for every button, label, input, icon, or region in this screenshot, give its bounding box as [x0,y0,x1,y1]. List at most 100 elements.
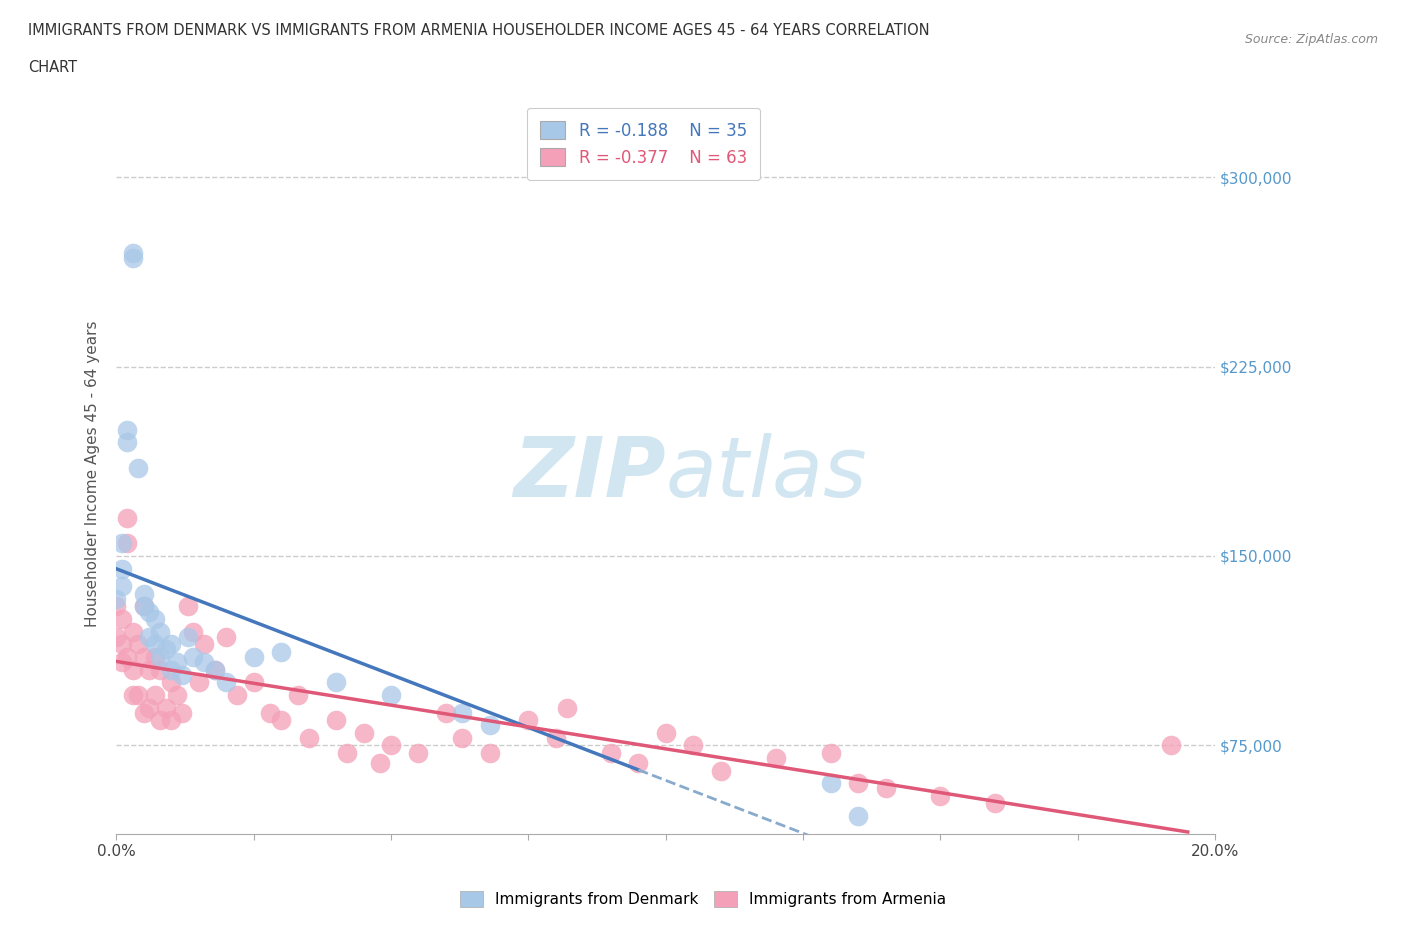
Text: IMMIGRANTS FROM DENMARK VS IMMIGRANTS FROM ARMENIA HOUSEHOLDER INCOME AGES 45 - : IMMIGRANTS FROM DENMARK VS IMMIGRANTS FR… [28,23,929,38]
Point [105,630,128,644]
Point [204,662,226,677]
Point [143,687,166,702]
Point [193,655,215,670]
Point [846,809,869,824]
Point [155,642,177,657]
Point [143,637,166,652]
Point [353,725,375,740]
Point [166,687,188,702]
Point [160,675,183,690]
Text: Source: ZipAtlas.com: Source: ZipAtlas.com [1244,33,1378,46]
Text: atlas: atlas [666,433,868,514]
Point [111,536,134,551]
Point [132,649,155,664]
Point [172,667,194,682]
Point [215,675,238,690]
Point [117,649,139,664]
Point [820,746,842,761]
Point [149,712,172,727]
Point [451,730,474,745]
Point [111,655,134,670]
Point [121,662,143,677]
Point [451,705,474,720]
Point [682,737,704,752]
Point [555,700,578,715]
Point [517,712,540,727]
Point [143,649,166,664]
Point [138,604,160,619]
Point [105,599,128,614]
Point [177,630,200,644]
Point [117,422,139,437]
Point [127,687,149,702]
Point [984,796,1007,811]
Point [368,756,391,771]
Y-axis label: Householder Income Ages 45 - 64 years: Householder Income Ages 45 - 64 years [86,321,100,627]
Point [297,730,319,745]
Point [111,637,134,652]
Point [127,637,149,652]
Point [929,789,952,804]
Point [270,712,292,727]
Point [765,751,787,765]
Point [380,687,402,702]
Point [325,712,347,727]
Point [336,746,359,761]
Point [160,662,183,677]
Point [166,655,188,670]
Point [132,587,155,602]
Point [155,700,177,715]
Point [181,624,204,639]
Point [117,511,139,525]
Point [242,675,264,690]
Point [544,730,567,745]
Point [287,687,309,702]
Point [846,776,869,790]
Point [1160,737,1182,752]
Point [380,737,402,752]
Point [117,435,139,450]
Text: ZIP: ZIP [513,433,666,514]
Point [111,561,134,576]
Point [599,746,621,761]
Point [160,637,183,652]
Legend: R = -0.188    N = 35, R = -0.377    N = 63: R = -0.188 N = 35, R = -0.377 N = 63 [527,108,761,180]
Point [138,630,160,644]
Point [820,776,842,790]
Point [193,637,215,652]
Point [138,662,160,677]
Point [434,705,457,720]
Point [143,612,166,627]
Point [160,712,183,727]
Point [204,662,226,677]
Point [132,599,155,614]
Legend: Immigrants from Denmark, Immigrants from Armenia: Immigrants from Denmark, Immigrants from… [454,884,952,913]
Point [408,746,430,761]
Point [121,246,143,260]
Point [187,675,209,690]
Point [105,591,128,606]
Point [111,612,134,627]
Point [127,460,149,475]
Point [132,599,155,614]
Point [325,675,347,690]
Point [121,624,143,639]
Point [149,649,172,664]
Point [226,687,249,702]
Point [478,746,501,761]
Point [132,705,155,720]
Point [117,536,139,551]
Point [172,705,194,720]
Point [655,725,678,740]
Point [121,250,143,265]
Point [177,599,200,614]
Point [875,781,897,796]
Point [627,756,650,771]
Point [149,624,172,639]
Point [181,649,204,664]
Point [478,718,501,733]
Point [149,662,172,677]
Text: CHART: CHART [28,60,77,75]
Point [121,687,143,702]
Point [138,700,160,715]
